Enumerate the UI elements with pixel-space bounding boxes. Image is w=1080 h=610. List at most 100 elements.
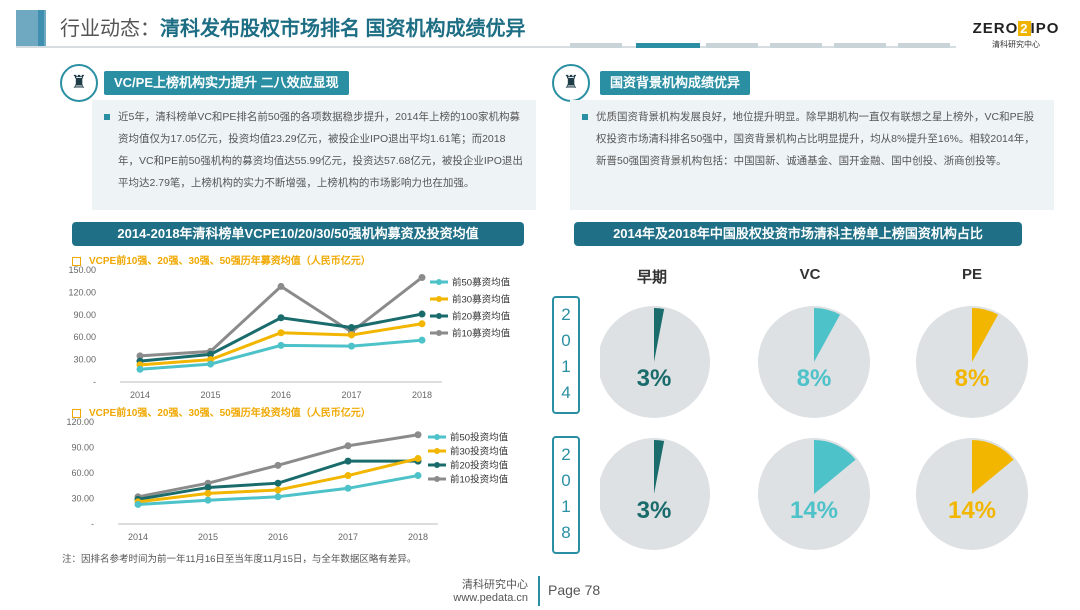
chess-piece-icon: ♜ (552, 64, 590, 102)
year-digit: 1 (561, 497, 571, 516)
legend-marker (434, 448, 440, 454)
y-tick-label: - (91, 519, 94, 529)
x-tick-label: 2015 (200, 390, 220, 400)
footer-url[interactable]: www.pedata.cn (453, 592, 528, 604)
data-point (344, 442, 352, 450)
data-point (204, 489, 212, 497)
chart1-subtitle: VCPE前10强、20强、30强、50强历年募资均值（人民币亿元） (72, 252, 371, 267)
data-point (274, 486, 282, 494)
progress-segment-active (636, 43, 700, 48)
y-tick-label: 30.00 (71, 494, 94, 504)
chart1-subtitle-text: VCPE前10强、20强、30强、50强历年募资均值（人民币亿元） (89, 256, 371, 267)
legend-label: 前20投资均值 (450, 460, 509, 472)
pie-col-head-pe: PE (961, 266, 982, 283)
left-chart-title: 2014-2018年清科榜单VCPE10/20/30/50强机构募资及投资均值 (72, 222, 524, 246)
data-point (136, 352, 144, 360)
year-digit: 1 (561, 357, 571, 376)
legend-label: 前30募资均值 (452, 294, 511, 306)
year-digit: 2 (561, 305, 571, 324)
y-tick-label: 90.00 (73, 310, 96, 320)
pie-value-label: 8% (797, 365, 832, 392)
pie-slice (654, 308, 665, 362)
pie-slice (814, 440, 856, 494)
data-point (348, 331, 355, 339)
y-tick-label: 150.00 (68, 265, 96, 275)
legend-marker (436, 313, 442, 319)
legend-label: 前50投资均值 (450, 432, 509, 444)
header-divider (16, 46, 956, 48)
bullet-square (582, 114, 588, 120)
data-point (136, 365, 144, 373)
legend-marker (436, 330, 442, 336)
legend-marker (434, 462, 440, 468)
data-point (207, 350, 214, 358)
pie-slice (972, 440, 1014, 494)
progress-segment (570, 43, 622, 48)
right-chart-title: 2014年及2018年中国股权投资市场清科主榜单上榜国资机构占比 (574, 222, 1022, 246)
left-section-tag: VC/PE上榜机构实力提升 二八效应显现 (104, 71, 349, 95)
brand-logo: ZERO 2 IPO 清科研究中心 (968, 20, 1064, 50)
year-digit: 0 (561, 331, 571, 350)
y-tick-label: 120.00 (66, 417, 94, 427)
y-tick-label: 60.00 (73, 332, 96, 342)
pie-value-label: 3% (637, 365, 672, 392)
chess-piece-icon: ♜ (60, 64, 98, 102)
footer-org: 清科研究中心 (462, 579, 528, 591)
data-point (348, 323, 355, 331)
data-point (277, 341, 285, 349)
x-tick-label: 2014 (130, 390, 150, 400)
year-digit: 4 (561, 383, 571, 402)
data-point (274, 461, 282, 469)
fundraising-line-chart: 150.00 120.00 90.00 60.00 30.00 - 2014 2015 2016… (68, 265, 511, 400)
logo-subtitle: 清科研究中心 (992, 40, 1040, 49)
header-accent-bar-dark (38, 10, 44, 46)
footnote: 注：因排名参考时间为前一年11月16日至当年度11月15日，与全年数据区略有差异… (62, 554, 417, 565)
year-digit: 0 (561, 471, 571, 490)
data-point (344, 484, 352, 492)
pie-background (600, 438, 710, 550)
legend-marker (436, 279, 442, 285)
chart2-subtitle-text: VCPE前10强、20强、30强、50强历年投资均值（人民币亿元） (89, 408, 371, 419)
y-tick-label: - (93, 377, 96, 387)
data-point (277, 314, 285, 322)
data-point (274, 479, 282, 487)
page-title: 行业动态：清科发布股权市场排名 国资机构成绩优异 (60, 12, 526, 41)
x-tick-label: 2017 (341, 390, 361, 400)
progress-segment (898, 43, 950, 48)
x-tick-label: 2015 (198, 532, 218, 542)
title-prefix: 行业动态： (60, 18, 160, 40)
y-tick-label: 90.00 (71, 443, 94, 453)
legend-marker (434, 434, 440, 440)
year-digit: 2 (561, 445, 571, 464)
data-point (274, 493, 282, 501)
footer-divider (538, 576, 540, 606)
data-point (414, 455, 422, 463)
right-section-tag: 国资背景机构成绩优异 (600, 71, 751, 95)
progress-segment (770, 43, 822, 48)
investment-line-chart: 120.00 90.00 60.00 30.00 - 2014 2015 2016 2017 20… (66, 417, 509, 542)
page-number: Page 78 (548, 582, 601, 598)
pie-background (600, 306, 710, 418)
pie-value-label: 8% (955, 365, 990, 392)
year-digit: 8 (561, 523, 571, 542)
data-point (207, 360, 214, 368)
data-point (418, 273, 426, 281)
pie-col-head-early: 早期 (636, 269, 667, 286)
left-text: 近5年，清科榜单VC和PE排名前50强的各项数据稳步提升，2014年上榜的100… (118, 111, 523, 189)
progress-segment (706, 43, 758, 48)
left-text-box: 近5年，清科榜单VC和PE排名前50强的各项数据稳步提升，2014年上榜的100… (92, 100, 536, 210)
y-tick-label: 120.00 (68, 287, 96, 297)
data-point (414, 431, 422, 439)
title-main: 清科发布股权市场排名 国资机构成绩优异 (160, 18, 526, 40)
pie-col-head-vc: VC (799, 266, 821, 283)
legend-marker (434, 476, 440, 482)
logo-text-b: 2 (1018, 21, 1031, 36)
y-tick-label: 30.00 (73, 355, 96, 365)
data-point (134, 500, 142, 508)
legend-marker (436, 296, 442, 302)
right-text: 优质国资背景机构发展良好，地位提升明显。除早期机构一直仅有联想之星上榜外，VC和… (596, 111, 1035, 167)
x-tick-label: 2017 (338, 532, 358, 542)
pie-slice (972, 308, 999, 362)
